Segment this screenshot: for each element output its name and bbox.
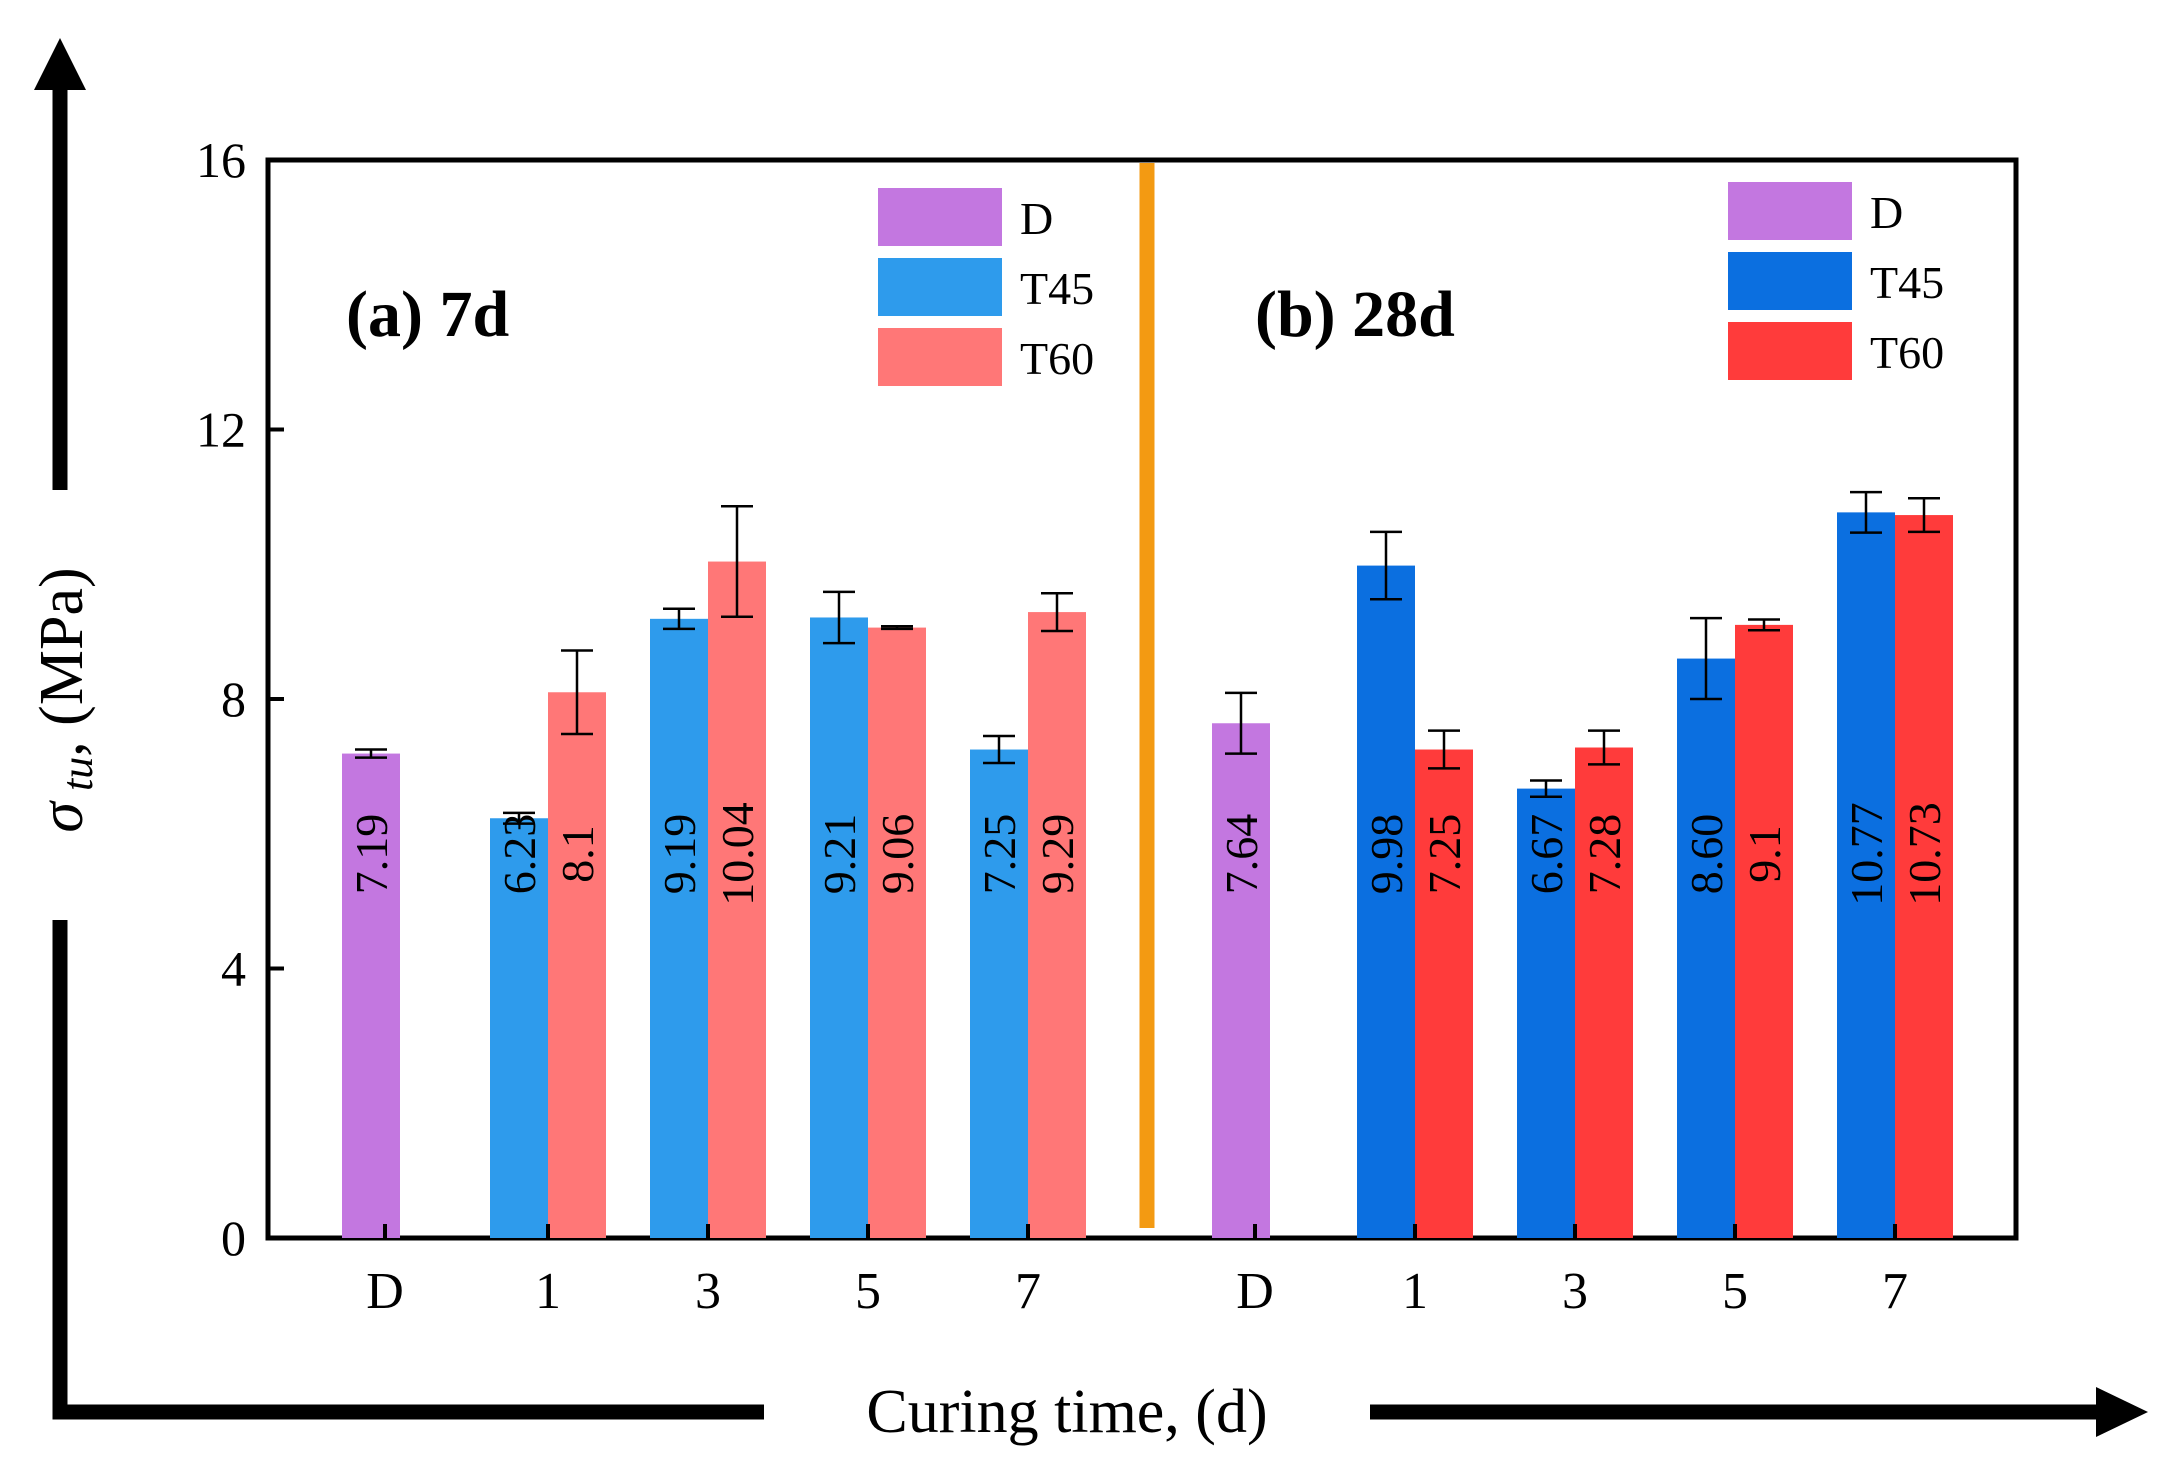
legend-label: D bbox=[1020, 193, 1053, 244]
data-label: 7.25 bbox=[1419, 814, 1470, 895]
legend-label: T60 bbox=[1870, 327, 1944, 378]
legend-swatch-t45 bbox=[878, 258, 1002, 316]
x-tick-label: 1 bbox=[535, 1263, 561, 1320]
y-tick-label: 4 bbox=[221, 941, 246, 997]
x-tick-label: 1 bbox=[1402, 1263, 1428, 1320]
legend-swatch-t45 bbox=[1728, 252, 1852, 310]
x-tick-label: D bbox=[1236, 1263, 1274, 1320]
labels-layer: 7.19 6.23 8.1 9.19 10.04 9.21 9.06 7.25 9.29(a) … bbox=[346, 278, 1950, 906]
x-arrow-head bbox=[2096, 1387, 2148, 1437]
data-label: 10.04 bbox=[712, 802, 763, 906]
bar-t45 bbox=[490, 818, 548, 1238]
axis-layer: 0 4 8 12 16 D 1 3 5 7 D 1 3 5 7 Curing time, (d) σ tu, (… bbox=[28, 38, 2148, 1446]
bar-t45 bbox=[650, 618, 708, 1238]
legend-label: T60 bbox=[1020, 333, 1094, 384]
bar-t45 bbox=[1357, 565, 1415, 1238]
x-axis-title: Curing time, (d) bbox=[866, 1378, 1267, 1446]
legend-swatch-t60 bbox=[1728, 322, 1852, 380]
y-tick-label: 16 bbox=[196, 132, 246, 188]
bar-d bbox=[342, 753, 400, 1238]
data-label: 10.77 bbox=[1841, 802, 1892, 906]
data-label: 9.21 bbox=[814, 814, 865, 895]
bar-t60 bbox=[1735, 624, 1793, 1238]
data-label: 9.29 bbox=[1032, 814, 1083, 895]
data-label: 7.64 bbox=[1216, 814, 1267, 895]
bar-t60 bbox=[1575, 747, 1633, 1238]
bar-t60 bbox=[868, 627, 926, 1238]
bar-t60 bbox=[548, 692, 606, 1238]
bar-t45 bbox=[1677, 658, 1735, 1238]
y-tick-label: 8 bbox=[221, 671, 246, 727]
legend-swatch-t60 bbox=[878, 328, 1002, 386]
x-tick-label: 5 bbox=[1722, 1263, 1748, 1320]
bar-t45 bbox=[1837, 512, 1895, 1238]
legend-label: T45 bbox=[1870, 257, 1944, 308]
data-label: 9.06 bbox=[872, 814, 923, 895]
legend-layer: D T45 T60 D T45 T60 bbox=[878, 182, 1944, 386]
y-tick-label: 0 bbox=[221, 1210, 246, 1266]
panel-label: (b) 28d bbox=[1255, 278, 1455, 351]
data-label: 7.28 bbox=[1579, 814, 1630, 895]
y-tick-label: 12 bbox=[196, 402, 246, 458]
x-tick-label: 7 bbox=[1882, 1263, 1908, 1320]
data-label: 6.23 bbox=[494, 814, 545, 895]
data-label: 9.98 bbox=[1361, 814, 1412, 895]
y-axis-title: σ tu, (MPa) bbox=[28, 567, 102, 832]
panel-label: (a) 7d bbox=[346, 278, 509, 351]
corner-axis-line bbox=[52, 920, 764, 1420]
bar-t45 bbox=[1517, 788, 1575, 1238]
data-label: 10.73 bbox=[1899, 802, 1950, 906]
bars-layer bbox=[342, 490, 1953, 1238]
legend-label: D bbox=[1870, 187, 1903, 238]
bar-t45 bbox=[810, 617, 868, 1238]
x-tick-label: 3 bbox=[695, 1263, 721, 1320]
y-arrow-head bbox=[34, 38, 86, 90]
bar-t60 bbox=[708, 561, 766, 1238]
bar-t45 bbox=[970, 749, 1028, 1238]
x-tick-label: 3 bbox=[1562, 1263, 1588, 1320]
bar-t60 bbox=[1895, 515, 1953, 1238]
legend-label: T45 bbox=[1020, 263, 1094, 314]
bar-t60 bbox=[1028, 612, 1086, 1238]
data-label: 8.1 bbox=[552, 825, 603, 883]
legend-swatch-d bbox=[878, 188, 1002, 246]
x-tick-label: D bbox=[366, 1263, 404, 1320]
data-label: 9.19 bbox=[654, 814, 705, 895]
bar-t60 bbox=[1415, 749, 1473, 1238]
data-label: 6.67 bbox=[1521, 814, 1572, 895]
legend-swatch-d bbox=[1728, 182, 1852, 240]
data-label: 9.1 bbox=[1739, 825, 1790, 883]
data-label: 7.25 bbox=[974, 814, 1025, 895]
data-label: 7.19 bbox=[346, 814, 397, 895]
bar-d bbox=[1212, 723, 1270, 1238]
x-tick-label: 7 bbox=[1015, 1263, 1041, 1320]
data-label: 8.60 bbox=[1681, 814, 1732, 895]
x-tick-label: 5 bbox=[855, 1263, 881, 1320]
